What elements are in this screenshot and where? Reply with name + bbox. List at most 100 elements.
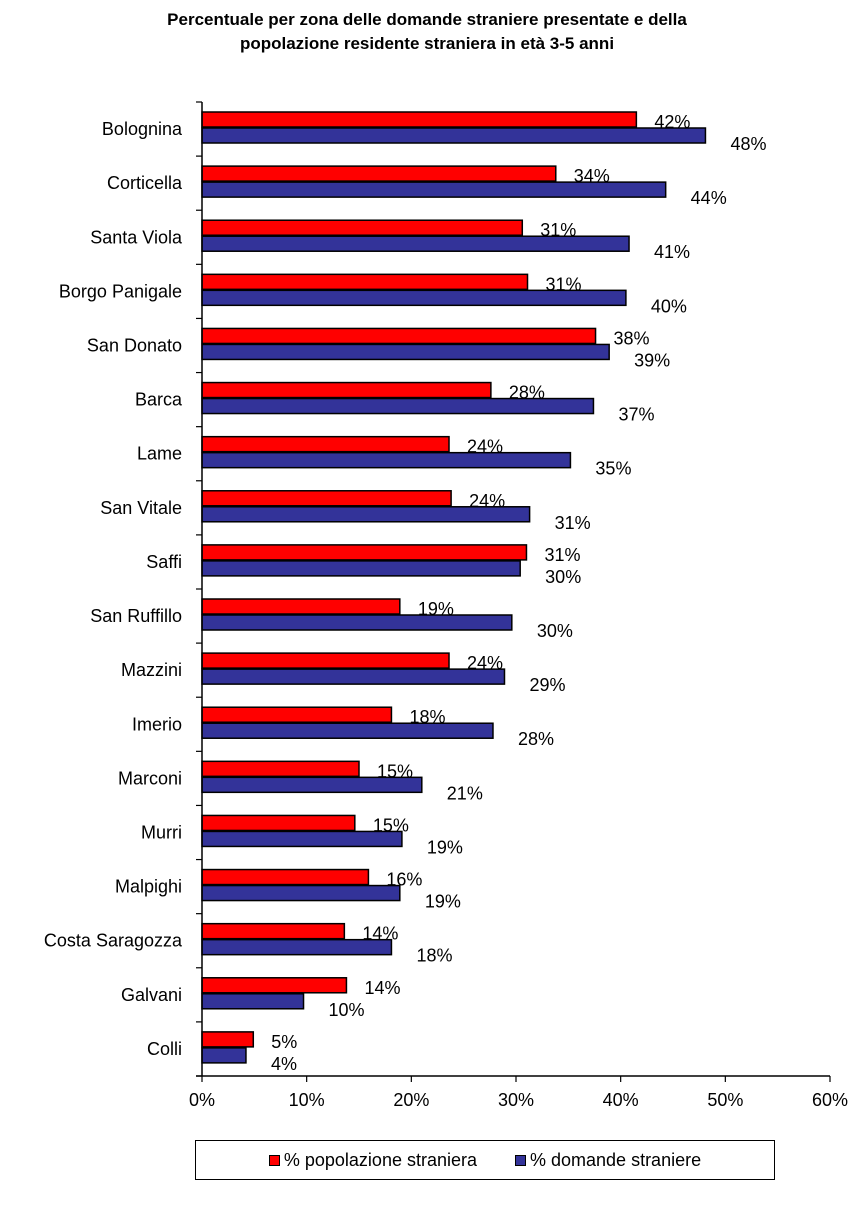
category-label: Colli [147, 1039, 182, 1059]
bar-popolazione [201, 598, 401, 615]
data-label-domande: 28% [518, 729, 554, 749]
bar-domande [201, 668, 506, 685]
bar-popolazione [201, 977, 348, 994]
legend-swatch-popolazione [268, 1154, 280, 1166]
x-tick-label: 10% [289, 1090, 325, 1110]
bar-domande [201, 614, 513, 631]
bar-popolazione [201, 381, 492, 399]
legend-swatch-domande [515, 1154, 526, 1166]
category-label: Imerio [132, 714, 182, 734]
data-label-domande: 39% [634, 350, 670, 370]
bar-domande [201, 397, 595, 415]
data-label-popolazione: 19% [418, 599, 454, 619]
category-label: Corticella [107, 173, 183, 193]
legend-item-popolazione: % popolazione straniera [268, 1149, 477, 1171]
data-label-domande: 35% [595, 459, 631, 479]
bar-popolazione [201, 706, 393, 723]
data-label-popolazione: 31% [540, 220, 576, 240]
chart-title-line-1: Percentuale per zona delle domande stran… [167, 10, 687, 29]
x-tick-label: 20% [393, 1090, 429, 1110]
data-label-popolazione: 15% [373, 815, 409, 835]
legend: % popolazione straniera % domande strani… [195, 1140, 775, 1180]
category-label: Lame [137, 444, 182, 464]
category-label: San Donato [87, 336, 182, 356]
bar-domande [201, 938, 393, 956]
category-label: San Vitale [100, 498, 182, 518]
category-label: Bolognina [102, 119, 183, 139]
x-tick-label: 0% [189, 1090, 215, 1110]
chart-title-line-2: popolazione residente straniera in età 3… [239, 34, 615, 53]
data-label-popolazione: 42% [654, 112, 690, 132]
bar-popolazione [201, 273, 529, 291]
category-label: Barca [135, 390, 183, 410]
bar-domande [201, 235, 630, 252]
data-label-popolazione: 24% [467, 653, 503, 673]
category-label: Saffi [146, 552, 182, 572]
data-label-domande: 37% [618, 405, 654, 425]
data-label-domande: 21% [447, 783, 483, 803]
data-label-domande: 29% [529, 675, 565, 695]
data-label-popolazione: 24% [469, 491, 505, 511]
data-label-popolazione: 16% [386, 870, 422, 890]
x-tick-label: 40% [603, 1090, 639, 1110]
x-tick-label: 50% [707, 1090, 743, 1110]
bar-popolazione [201, 165, 557, 182]
data-label-popolazione: 5% [271, 1032, 297, 1052]
chart-title: Percentuale per zona delle domande stran… [0, 8, 854, 56]
bar-domande [201, 560, 521, 577]
bar-domande [201, 343, 610, 361]
bar-domande [201, 506, 531, 523]
bar-domande [201, 127, 707, 144]
category-label: Mazzini [121, 660, 182, 680]
data-label-domande: 41% [654, 242, 690, 262]
data-label-popolazione: 34% [574, 166, 610, 186]
bar-popolazione [201, 435, 450, 453]
data-label-popolazione: 31% [544, 545, 580, 565]
data-label-popolazione: 38% [614, 328, 650, 348]
category-label: Costa Saragozza [44, 931, 183, 951]
bar-popolazione [201, 760, 360, 778]
bar-popolazione [201, 544, 528, 561]
data-label-domande: 30% [545, 567, 581, 587]
data-label-popolazione: 31% [546, 274, 582, 294]
data-label-popolazione: 28% [509, 383, 545, 403]
x-tick-label: 30% [498, 1090, 534, 1110]
data-label-popolazione: 14% [362, 924, 398, 944]
bar-popolazione [201, 490, 452, 507]
category-label: Borgo Panigale [59, 281, 182, 301]
legend-label-domande: % domande straniere [530, 1149, 702, 1170]
data-label-domande: 4% [271, 1054, 297, 1074]
data-label-domande: 44% [691, 188, 727, 208]
data-label-popolazione: 14% [364, 978, 400, 998]
bar-domande [201, 993, 305, 1010]
legend-label-popolazione: % popolazione straniera [283, 1149, 477, 1170]
bar-domande [201, 830, 403, 848]
data-label-domande: 10% [329, 1000, 365, 1020]
data-label-domande: 18% [416, 946, 452, 966]
data-label-domande: 19% [425, 892, 461, 912]
bar-domande [201, 451, 572, 469]
bar-domande [201, 289, 627, 307]
data-label-domande: 31% [555, 513, 591, 533]
data-label-popolazione: 24% [467, 437, 503, 457]
bar-popolazione [201, 814, 356, 832]
bar-domande [201, 722, 494, 739]
bar-domande [201, 1047, 247, 1064]
category-label: Marconi [118, 768, 182, 788]
category-label: Galvani [121, 985, 182, 1005]
category-label: Santa Viola [90, 227, 183, 247]
bar-popolazione [201, 868, 370, 886]
bar-popolazione [201, 327, 597, 345]
data-label-popolazione: 15% [377, 761, 413, 781]
bar-popolazione [201, 1031, 255, 1048]
data-label-domande: 48% [730, 134, 766, 154]
bar-domande [201, 181, 667, 198]
bar-domande [201, 884, 401, 902]
category-label: Murri [141, 823, 182, 843]
bar-popolazione [201, 652, 450, 669]
bar-popolazione [201, 219, 524, 236]
bar-popolazione [201, 111, 638, 128]
data-label-popolazione: 18% [409, 707, 445, 727]
x-tick-label: 60% [812, 1090, 848, 1110]
legend-item-domande: % domande straniere [515, 1150, 701, 1171]
